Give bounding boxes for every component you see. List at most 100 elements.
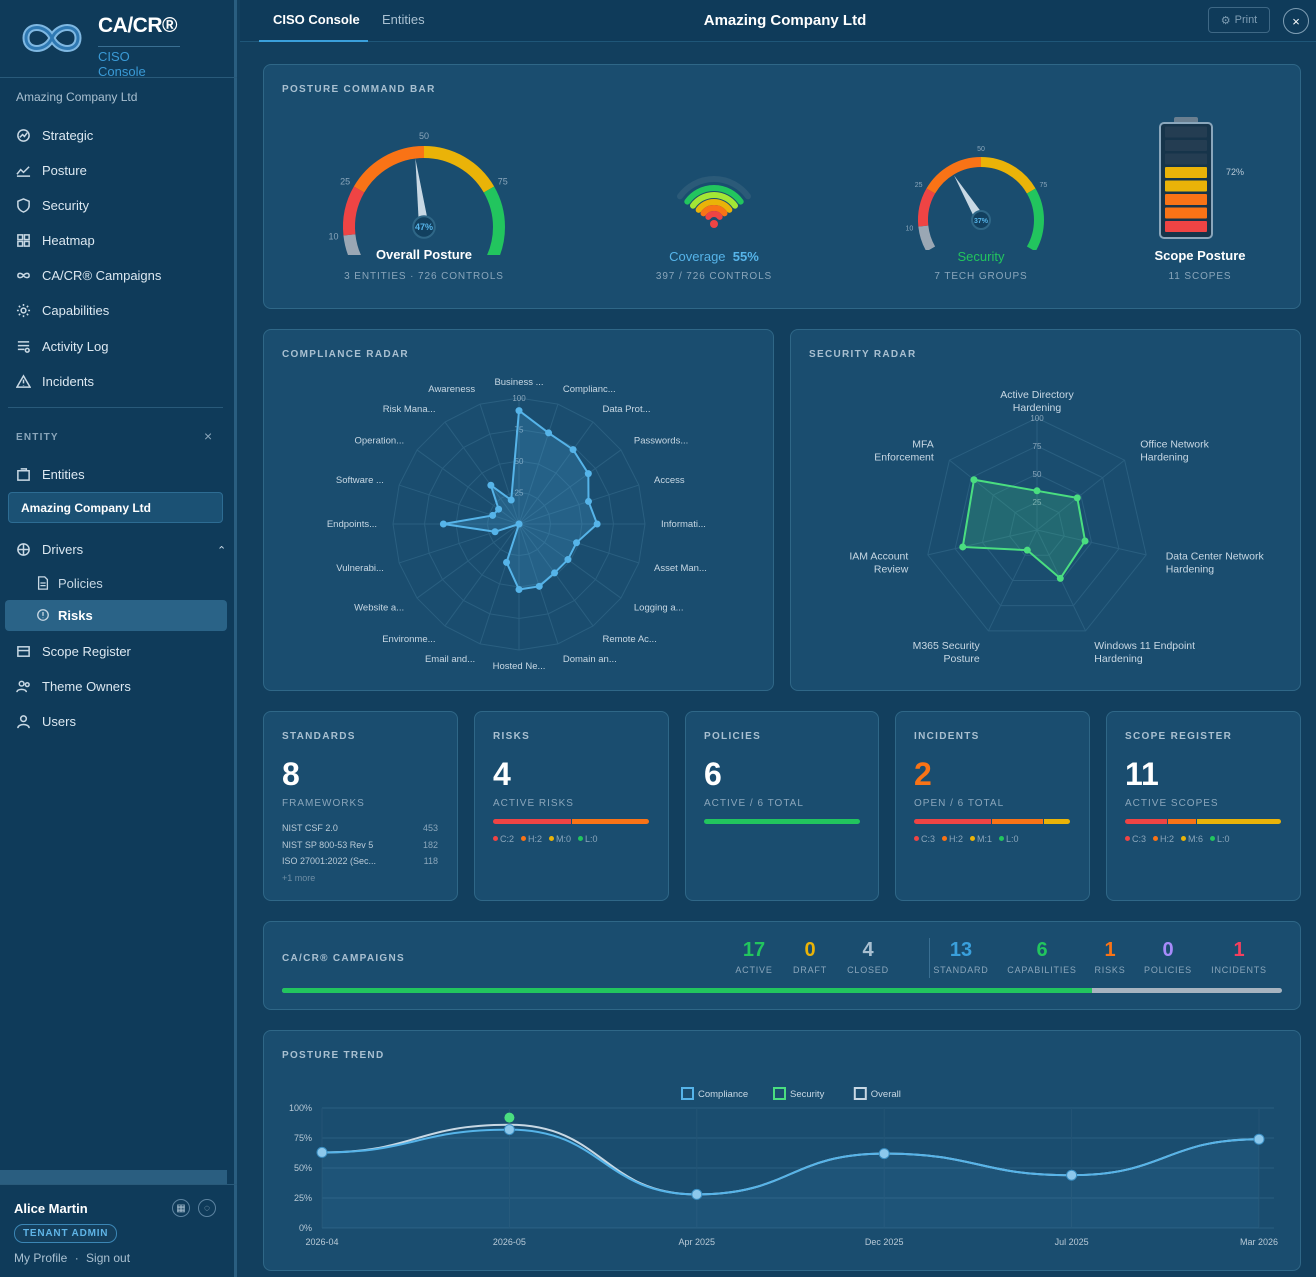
building-icon bbox=[17, 467, 30, 481]
radar-spoke bbox=[479, 404, 520, 525]
severity-segment bbox=[571, 819, 649, 824]
framework-row: NIST CSF 2.0 453 bbox=[282, 823, 438, 833]
nav-posture[interactable]: Posture bbox=[16, 158, 87, 182]
trend-point-security bbox=[504, 1112, 515, 1123]
nav-risks[interactable]: Risks bbox=[36, 604, 93, 626]
gauge-segment bbox=[1026, 188, 1044, 250]
trend-legend-label: Compliance bbox=[698, 1089, 748, 1100]
role-badge: TENANT ADMIN bbox=[14, 1224, 118, 1243]
nav-policies[interactable]: Policies bbox=[36, 572, 103, 594]
nav-scope-register[interactable]: Scope Register bbox=[16, 639, 131, 663]
nav-capabilities[interactable]: Capabilities bbox=[16, 298, 109, 322]
trend-point-compliance bbox=[1066, 1169, 1078, 1181]
more-frameworks[interactable]: +1 more bbox=[282, 873, 316, 883]
nav-campaigns[interactable]: CA/CR® Campaigns bbox=[16, 263, 161, 287]
severity-legend-text: L:0 bbox=[585, 834, 598, 844]
campaign-stat-value: 13 bbox=[949, 939, 973, 961]
chevron-up-icon[interactable]: ⌃ bbox=[217, 545, 227, 557]
coverage-sub: 397 / 726 CONTROLS bbox=[655, 271, 773, 282]
severity-segment bbox=[1197, 819, 1281, 824]
radar-ring-label: 25 bbox=[1033, 498, 1042, 507]
severity-segment bbox=[1125, 819, 1167, 824]
my-profile-link[interactable]: My Profile bbox=[14, 1251, 68, 1265]
nav-users[interactable]: Users bbox=[16, 709, 76, 733]
severity-legend-text: M:0 bbox=[556, 834, 572, 844]
posture-command-bar: POSTURE COMMAND BAR 1025507510047% Overa… bbox=[263, 64, 1301, 309]
severity-dot bbox=[942, 836, 948, 841]
trend-point-compliance bbox=[878, 1148, 890, 1160]
nav-activity-log[interactable]: Activity Log bbox=[16, 334, 108, 358]
trend-xtick: Jul 2025 bbox=[1055, 1237, 1089, 1247]
severity-legend-text: L:0 bbox=[1006, 834, 1019, 844]
coverage-bar bbox=[695, 199, 733, 213]
radar-axis-label: M365 Security Posture bbox=[913, 640, 981, 665]
card-title: POSTURE TREND bbox=[282, 1050, 385, 1061]
tab-ciso-console[interactable]: CISO Console bbox=[273, 12, 360, 27]
tab-entities[interactable]: Entities bbox=[382, 12, 425, 27]
radar-point bbox=[585, 497, 593, 505]
severity-legend-text: C:2 bbox=[500, 834, 515, 844]
severity-legend-text: M:1 bbox=[977, 834, 993, 844]
radar-spoke bbox=[518, 421, 594, 525]
policies-card[interactable]: POLICIES 6 ACTIVE / 6 TOTAL bbox=[685, 711, 879, 901]
nav-entities[interactable]: Entities bbox=[16, 462, 85, 486]
nav-theme-owners[interactable]: Theme Owners bbox=[16, 674, 131, 698]
campaigns-card[interactable]: CA/CR® CAMPAIGNS 17 ACTIVE 0 DRAFT 4 CLOSED 13… bbox=[263, 921, 1301, 1010]
campaign-stat-label: ACTIVE bbox=[735, 965, 773, 975]
grid-icon bbox=[17, 233, 30, 247]
security-radar-card: SECURITY RADAR 25 50 75 100 Active Directory… bbox=[790, 329, 1301, 691]
gauge-value: 47% bbox=[415, 222, 433, 232]
standards-card[interactable]: STANDARDS 8 FRAMEWORKS NIST CSF 2.0 453 N… bbox=[263, 711, 458, 901]
strategic-icon bbox=[17, 128, 30, 142]
campaign-stat-value: 1 bbox=[1104, 939, 1116, 961]
battery-cell bbox=[1165, 126, 1207, 138]
nav-heatmap[interactable]: Heatmap bbox=[16, 228, 95, 252]
radar-point bbox=[507, 496, 515, 504]
gauge-tick-label: 50 bbox=[419, 131, 429, 141]
apps-icon[interactable]: ▦ bbox=[172, 1199, 190, 1217]
radar-spoke bbox=[399, 484, 520, 525]
radar-point bbox=[515, 520, 523, 528]
gauge-segment bbox=[980, 157, 1036, 194]
globe-icon bbox=[17, 542, 30, 556]
severity-legend-item: M:0 bbox=[549, 834, 571, 844]
radar-axis-label: Awareness bbox=[428, 384, 475, 395]
entity-selector[interactable]: Amazing Company Ltd bbox=[8, 492, 223, 523]
severity-dot bbox=[1210, 836, 1216, 841]
severity-segment bbox=[1044, 819, 1070, 824]
severity-legend-item: H:2 bbox=[942, 834, 963, 844]
trend-area bbox=[322, 1129, 1259, 1228]
severity-legend-text: M:6 bbox=[1188, 834, 1204, 844]
radar-point bbox=[551, 569, 559, 577]
nav-drivers[interactable]: Drivers bbox=[16, 537, 83, 561]
trend-ytick: 25% bbox=[294, 1193, 312, 1203]
sidebar-scrollbar[interactable] bbox=[0, 1170, 227, 1184]
standards-label: FRAMEWORKS bbox=[282, 798, 365, 809]
battery-cell bbox=[1165, 153, 1207, 165]
entity-close-button[interactable]: × bbox=[204, 428, 213, 444]
incidents-card[interactable]: INCIDENTS 2 OPEN / 6 TOTAL C:3 H:2 M:1 L:0 bbox=[895, 711, 1090, 901]
severity-legend-item: H:2 bbox=[1153, 834, 1174, 844]
incidents-value: 2 bbox=[914, 756, 932, 792]
radar-area bbox=[961, 478, 1087, 580]
trend-legend-swatch bbox=[853, 1087, 867, 1100]
nav-security[interactable]: Security bbox=[16, 193, 89, 217]
radar-spoke bbox=[518, 449, 622, 525]
nav-risks-selected[interactable] bbox=[5, 600, 227, 631]
nav-incidents[interactable]: Incidents bbox=[16, 369, 94, 393]
gauge-value: 37% bbox=[974, 218, 989, 225]
sign-out-link[interactable]: Sign out bbox=[86, 1251, 131, 1265]
radar-axis-label: Business ... bbox=[494, 377, 543, 388]
scope-register-card[interactable]: SCOPE REGISTER 11 ACTIVE SCOPES C:3 H:2 M:… bbox=[1106, 711, 1301, 901]
risks-severity-bar bbox=[493, 819, 649, 824]
print-button[interactable]: ⚙ Print bbox=[1208, 7, 1270, 33]
severity-legend-text: L:0 bbox=[1217, 834, 1230, 844]
risks-card[interactable]: RISKS 4 ACTIVE RISKS C:2 H:2 M:0 L:0 bbox=[474, 711, 669, 901]
close-button[interactable]: × bbox=[1283, 8, 1309, 34]
risks-label: ACTIVE RISKS bbox=[493, 798, 574, 809]
lightbulb-icon[interactable]: ◌ bbox=[198, 1199, 216, 1217]
radar-point bbox=[439, 520, 447, 528]
severity-legend-text: C:3 bbox=[1132, 834, 1147, 844]
trend-icon bbox=[16, 165, 31, 177]
nav-strategic[interactable]: Strategic bbox=[16, 123, 93, 147]
